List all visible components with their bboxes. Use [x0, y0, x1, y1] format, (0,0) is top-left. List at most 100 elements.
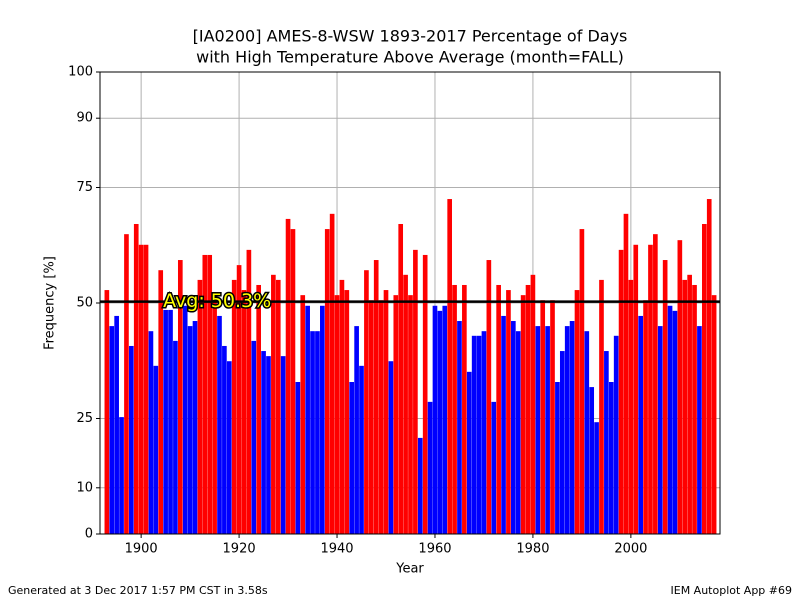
- bar: [158, 270, 164, 534]
- bar: [530, 274, 536, 534]
- bar: [290, 229, 296, 534]
- bar: [604, 351, 609, 534]
- y-tick-label: 10: [76, 480, 93, 495]
- bar: [354, 326, 359, 534]
- bar: [349, 382, 355, 534]
- bar: [295, 382, 301, 534]
- bar: [231, 279, 237, 534]
- bar: [466, 371, 472, 534]
- bar: [501, 315, 506, 534]
- y-tick-label: 100: [68, 65, 93, 80]
- bar: [329, 213, 335, 535]
- x-tick-label: 1960: [418, 542, 451, 557]
- bar: [241, 290, 247, 534]
- bar: [104, 290, 110, 534]
- bar: [256, 284, 261, 534]
- bar: [511, 321, 516, 534]
- bar: [662, 260, 668, 534]
- bar: [138, 244, 144, 534]
- y-tick-label: 75: [76, 180, 93, 195]
- bar: [584, 331, 590, 534]
- bar: [378, 300, 384, 534]
- bar: [275, 279, 281, 534]
- bar: [177, 260, 183, 534]
- bar: [359, 365, 364, 534]
- bar: [550, 300, 555, 534]
- bar: [417, 437, 423, 534]
- bar: [133, 223, 139, 535]
- bar: [153, 365, 159, 534]
- chart-title: [IA0200] AMES-8-WSW 1893-2017 Percentage…: [193, 27, 628, 46]
- bar: [182, 305, 188, 534]
- bar: [261, 351, 266, 534]
- bar: [525, 284, 531, 534]
- bar: [457, 321, 462, 534]
- bar: [202, 254, 208, 534]
- bar: [427, 401, 433, 534]
- bar: [486, 260, 492, 534]
- bar: [687, 274, 692, 534]
- bar: [564, 326, 570, 534]
- bar: [672, 310, 678, 534]
- bar: [648, 244, 653, 534]
- bar: [305, 305, 310, 534]
- bar: [251, 340, 257, 534]
- bar: [266, 356, 271, 534]
- bar: [339, 279, 345, 534]
- y-axis-label: Frequency [%]: [43, 256, 58, 350]
- bar: [682, 279, 688, 534]
- bar: [437, 310, 443, 534]
- bar: [653, 234, 658, 535]
- bar: [520, 295, 526, 534]
- bar: [217, 315, 222, 534]
- y-tick-label: 25: [76, 411, 93, 426]
- bar: [168, 309, 173, 534]
- bar: [119, 417, 124, 534]
- bar: [618, 249, 624, 534]
- bar: [677, 240, 683, 534]
- footer-left: Generated at 3 Dec 2017 1:57 PM CST in 3…: [8, 584, 268, 597]
- bar: [315, 331, 320, 534]
- bar: [540, 300, 546, 534]
- bar: [711, 295, 717, 534]
- bar: [599, 279, 604, 534]
- bar: [324, 229, 330, 534]
- bar: [300, 295, 306, 534]
- bar: [246, 249, 252, 534]
- bar: [109, 326, 115, 534]
- x-tick-label: 1920: [223, 542, 256, 557]
- bar: [613, 335, 619, 534]
- bar: [628, 279, 634, 534]
- bar: [471, 335, 477, 534]
- bar: [192, 321, 198, 534]
- y-tick-label: 0: [85, 527, 93, 542]
- bar: [476, 335, 482, 534]
- bar: [344, 290, 350, 534]
- bar: [432, 305, 438, 534]
- x-axis-label: Year: [395, 562, 424, 577]
- bar: [447, 199, 452, 535]
- bar: [657, 326, 663, 534]
- bar: [187, 326, 193, 534]
- x-tick-label: 1980: [516, 542, 549, 557]
- bar: [491, 401, 497, 534]
- bar: [643, 300, 648, 534]
- bar: [226, 361, 232, 534]
- bar: [579, 229, 585, 534]
- y-tick-label: 90: [76, 111, 93, 126]
- bar: [496, 284, 501, 534]
- bar: [481, 331, 487, 534]
- bar: [373, 260, 379, 534]
- bar: [574, 290, 580, 534]
- bar: [236, 265, 242, 534]
- bar: [633, 244, 639, 534]
- bar: [515, 331, 521, 534]
- bar: [148, 331, 154, 534]
- bar: [129, 345, 134, 534]
- bar: [393, 295, 399, 534]
- bar: [589, 387, 595, 534]
- bar: [638, 315, 643, 534]
- bar: [173, 340, 178, 534]
- bar: [368, 300, 374, 534]
- bar: [623, 213, 629, 535]
